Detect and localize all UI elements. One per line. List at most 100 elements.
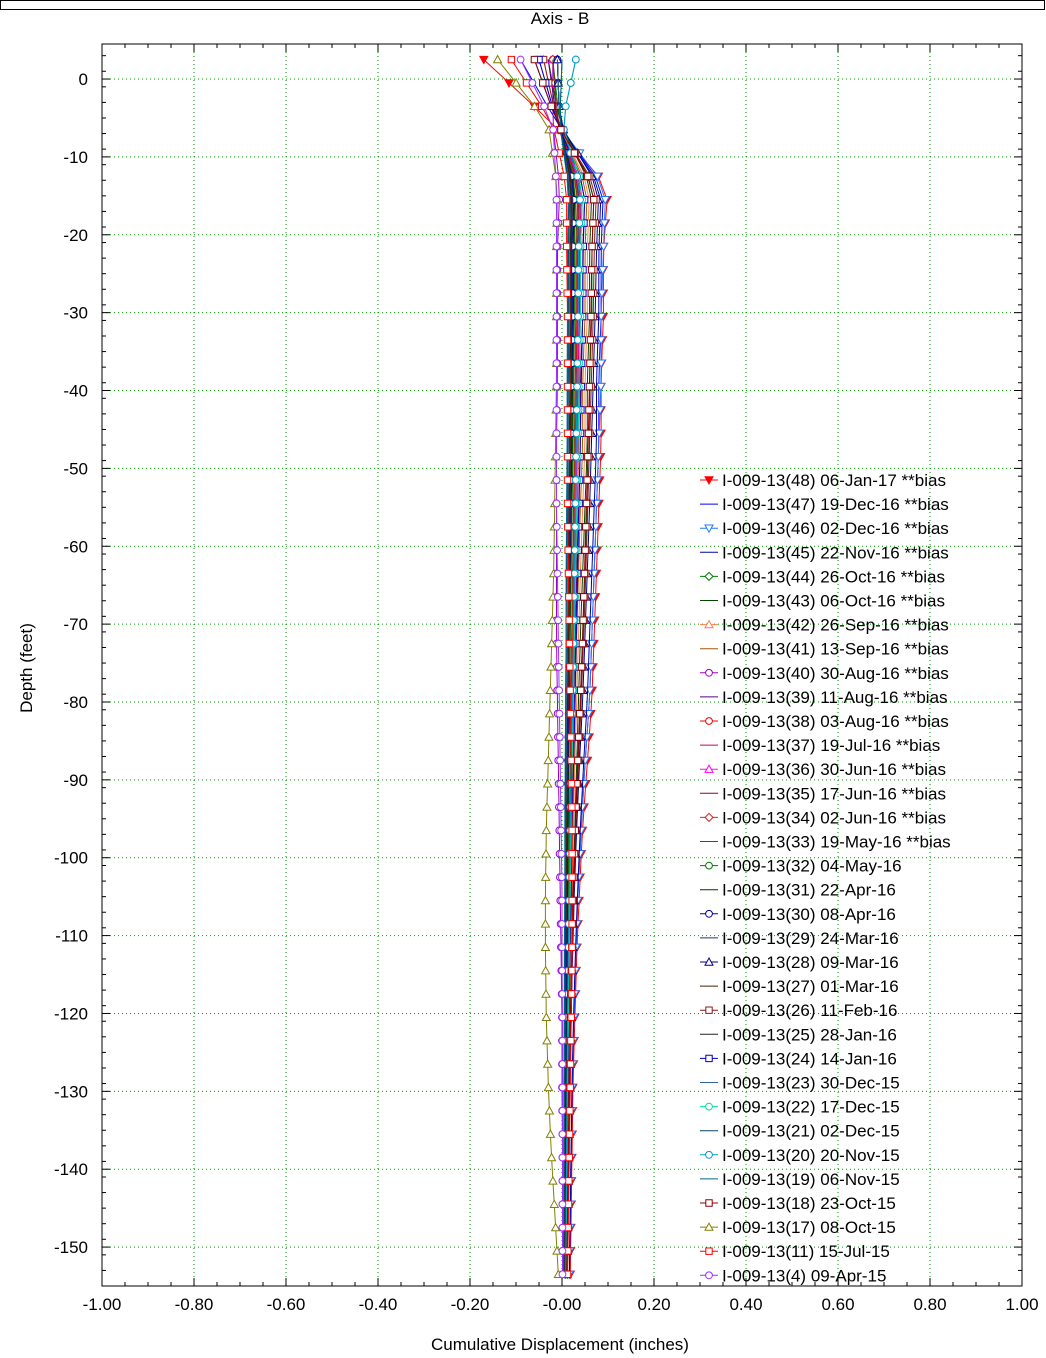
series-marker [552, 289, 561, 297]
legend-entry: I-009-13(26) 11-Feb-16 [722, 1001, 897, 1020]
series-marker [529, 101, 540, 110]
series-marker [570, 546, 579, 554]
series-marker [557, 850, 566, 858]
series-marker [562, 196, 571, 204]
series-marker [583, 476, 591, 484]
series-marker [567, 733, 575, 741]
series-marker [568, 850, 576, 858]
series-marker [586, 359, 594, 367]
legend-entry: I-009-13(20) 20-Nov-15 [722, 1146, 900, 1165]
series-marker [587, 312, 595, 321]
series-marker [564, 523, 572, 531]
legend-entry: I-009-13(30) 08-Apr-16 [722, 905, 896, 924]
series-marker [558, 896, 566, 905]
y-tick-label: -10 [63, 148, 88, 167]
series-marker [558, 920, 566, 928]
y-tick-label: -50 [63, 459, 88, 478]
y-tick-label: -70 [63, 615, 88, 634]
series-marker [545, 1129, 556, 1138]
series-marker [556, 803, 565, 811]
series-marker [573, 382, 581, 391]
series-marker [584, 429, 593, 438]
axis-ticks: -1.00 -0.80 -0.60 -0.40 -0.20 -0.00 0.20 0.40 0.… [54, 44, 1039, 1314]
series-marker [553, 546, 561, 554]
series-marker [566, 686, 574, 695]
x-tick-label: -1.00 [83, 1295, 122, 1314]
legend-entry: I-009-13(28) 09-Mar-16 [722, 953, 899, 972]
series-marker [552, 452, 561, 461]
legend-swatch-marker [705, 1271, 713, 1280]
series-marker [565, 1177, 573, 1185]
series-marker [558, 1083, 567, 1092]
series-marker [558, 1270, 567, 1279]
legend-entry: I-009-13(40) 30-Aug-16 **bias [722, 664, 949, 683]
legend-swatch-marker [705, 909, 713, 918]
series-marker [541, 848, 551, 858]
series-marker [556, 756, 565, 765]
series-marker [558, 1060, 567, 1068]
x-tick-label: 0.20 [637, 1295, 670, 1314]
series-marker [546, 638, 557, 648]
series-marker [587, 266, 596, 274]
series-marker [504, 79, 514, 88]
legend-entry: I-009-13(25) 28-Jan-16 [722, 1025, 897, 1044]
x-tick-label: -0.00 [543, 1295, 582, 1314]
legend-swatch-marker [705, 861, 713, 870]
series-marker [576, 195, 584, 204]
series-marker [549, 1199, 560, 1208]
series-marker [552, 336, 561, 344]
x-tick-label: 0.40 [729, 1295, 762, 1314]
series-marker [542, 1035, 552, 1045]
legend-entry: I-009-13(31) 22-Apr-16 [722, 881, 896, 900]
series-marker [589, 219, 597, 227]
series-marker [507, 55, 516, 64]
x-tick-label: -0.80 [175, 1295, 214, 1314]
series-marker [555, 709, 564, 718]
legend-entry: I-009-13(18) 23-Oct-15 [722, 1194, 896, 1213]
series-marker [563, 336, 572, 344]
legend-swatch-marker [705, 668, 713, 677]
series-marker [566, 709, 575, 718]
x-tick-label: 0.80 [913, 1295, 946, 1314]
x-axis-label: Cumulative Displacement (inches) [431, 1335, 689, 1354]
series-marker [558, 990, 567, 998]
series-marker [571, 55, 580, 64]
legend-entry: I-009-13(46) 02-Dec-16 **bias [722, 519, 949, 538]
legend-entry: I-009-13(4) 09-Apr-15 [722, 1266, 886, 1285]
series-marker [557, 125, 565, 134]
series-marker [588, 242, 596, 251]
series-marker [563, 499, 572, 508]
series-marker [562, 242, 571, 251]
legend-entry: I-009-13(17) 08-Oct-15 [722, 1218, 896, 1237]
series-marker [548, 1175, 558, 1185]
series-marker [579, 616, 587, 624]
series-marker [541, 988, 551, 998]
series-marker [558, 1036, 567, 1045]
series-marker [558, 1106, 567, 1115]
series-marker [557, 873, 566, 882]
series-marker [564, 569, 573, 578]
series-marker [597, 266, 608, 275]
series-marker [566, 1083, 574, 1092]
legend-entry: I-009-13(34) 02-Jun-16 **bias [722, 808, 946, 827]
legend-entry: I-009-13(42) 26-Sep-16 **bias [722, 616, 949, 635]
series-marker [568, 943, 576, 951]
series-marker [568, 920, 576, 928]
y-tick-label: -120 [54, 1004, 88, 1023]
series-marker [522, 79, 531, 87]
series-marker [578, 639, 587, 648]
series-marker [555, 686, 564, 695]
series-marker [563, 359, 572, 367]
series-marker [516, 55, 525, 64]
series-marker [572, 406, 581, 414]
series-marker [567, 1013, 575, 1022]
y-tick-label: -60 [63, 537, 88, 556]
legend-entry: I-009-13(19) 06-Nov-15 [722, 1170, 900, 1189]
legend-swatch-marker [704, 764, 714, 773]
series-marker [556, 779, 565, 788]
x-tick-label: -0.60 [267, 1295, 306, 1314]
legend-entry: I-009-13(24) 14-Jan-16 [722, 1049, 897, 1068]
series-marker [600, 196, 611, 205]
legend-swatch-marker [705, 1006, 713, 1014]
legend-entry: I-009-13(27) 01-Mar-16 [722, 977, 899, 996]
